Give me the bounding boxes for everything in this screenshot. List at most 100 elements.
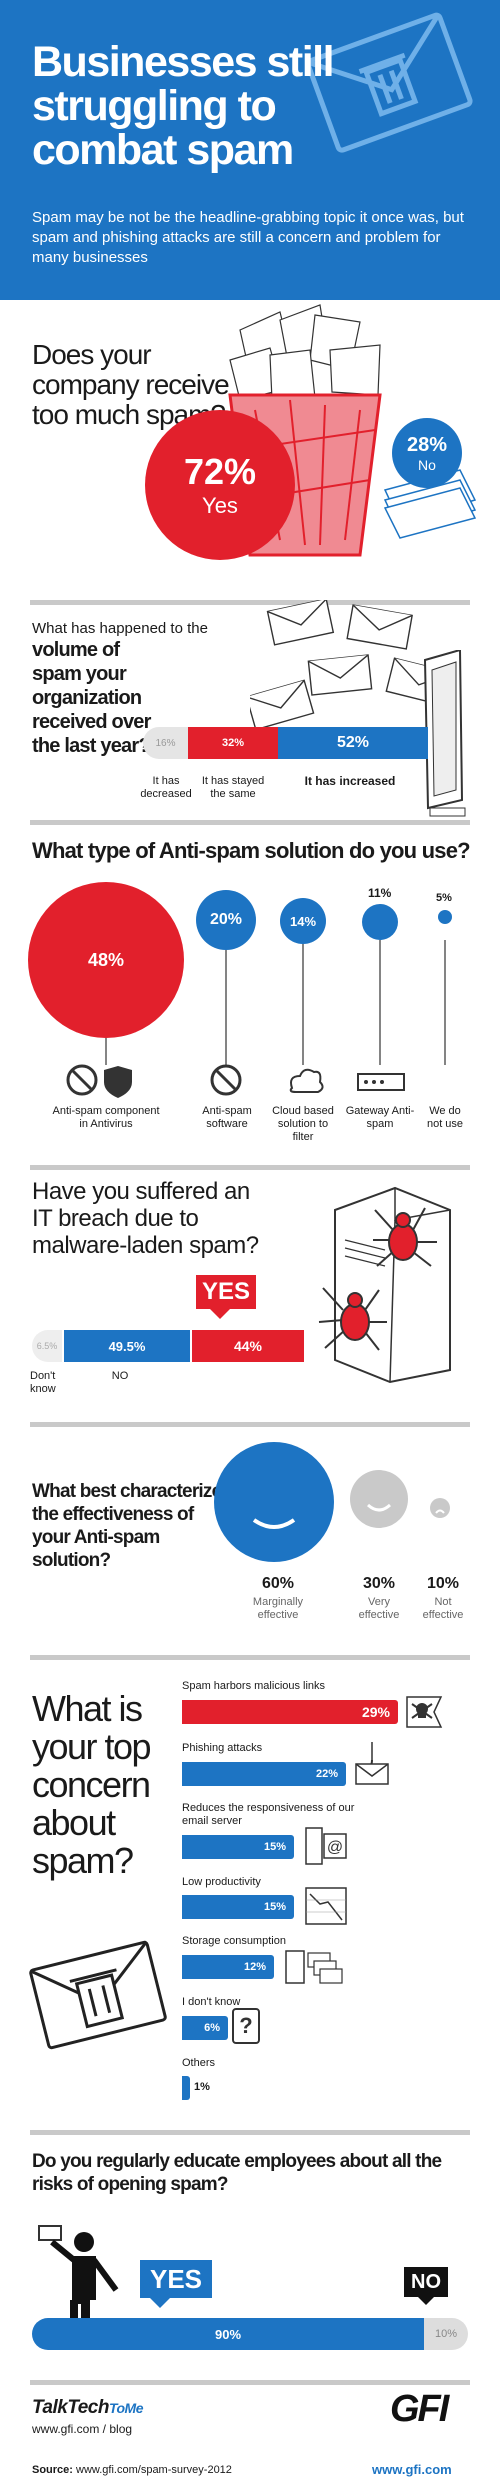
q5-question: What best characterizes the effectivenes…	[32, 1481, 232, 1571]
q7-no-bar: 10%	[424, 2318, 468, 2350]
q4-yes-badge: YES	[196, 1275, 256, 1309]
q6-bar-phishing: 22%	[182, 1762, 346, 1786]
footer-blog-link[interactable]: www.gfi.com / blog	[32, 2422, 133, 2436]
q6-question: What is your top concern about spam?	[32, 1688, 152, 1881]
footer-source: Source: www.gfi.com/spam-survey-2012	[32, 2464, 232, 2476]
frown-icon	[435, 1509, 445, 1514]
q6-label-others: Others	[182, 2057, 216, 2069]
q6-label-productivity: Low productivity	[182, 1876, 261, 1888]
source-label: Source:	[32, 2464, 73, 2476]
q7-yes-pointer	[150, 2298, 170, 2308]
q6-label-links: Spam harbors malicious links	[182, 1680, 326, 1692]
storage-icon	[285, 1950, 343, 1984]
q5-not-pct: 10%	[426, 1575, 460, 1592]
gfi-logo: GFI	[390, 2388, 449, 2430]
q6-pct-others: 1%	[194, 2081, 210, 2093]
monitor-icon	[423, 650, 466, 817]
q5-not-label: Not effective	[422, 1596, 464, 1621]
q7-question: Do you regularly educate employees about…	[32, 2151, 442, 2195]
q5-not-circle	[430, 1498, 450, 1518]
q6-label-dontknow: I don't know	[182, 1996, 241, 2008]
source-url[interactable]: www.gfi.com/spam-survey-2012	[76, 2464, 232, 2476]
q3-pct-gateway: 11%	[368, 886, 392, 900]
divider	[30, 1655, 470, 1660]
q1-yes-pct: 72%	[183, 451, 257, 492]
divider	[30, 1165, 470, 1170]
q7-no-badge: NO	[404, 2267, 448, 2297]
q2-same-bar: 32%	[188, 727, 278, 759]
page-title: Businesses still struggling to combat sp…	[32, 38, 335, 174]
q3-question: What type of Anti-spam solution do you u…	[32, 838, 471, 863]
q2-increased-bar: 52%	[278, 727, 428, 759]
divider	[30, 600, 470, 605]
q4-badge-pointer	[210, 1309, 230, 1319]
q6-bar-productivity: 15%	[182, 1895, 294, 1919]
presenter-icon	[38, 2225, 119, 2338]
brand-tome: ToMe	[108, 2400, 144, 2416]
infected-server-icon	[318, 1186, 451, 1384]
trash-mail-icon	[29, 1940, 167, 2050]
q6-bar-storage: 12%	[182, 1955, 274, 1979]
phishing-hook-icon	[355, 1742, 389, 1785]
q7-yes-bar: 90%	[32, 2318, 424, 2350]
q6-bar-responsiveness: 15%	[182, 1835, 294, 1859]
brand-talktech: TalkTech	[32, 2397, 109, 2418]
q1-yes-label: Yes	[202, 493, 238, 518]
q2-same-label: It has stayed the same	[201, 775, 265, 800]
q6-label-responsiveness: Reduces the responsiveness of our email …	[182, 1802, 355, 1827]
page-subtitle: Spam may be not be the headline-grabbing…	[32, 209, 464, 266]
q5-marginal-pct: 60%	[261, 1575, 295, 1592]
q1-no-pct: 28%	[406, 433, 448, 456]
svg-text:@: @	[327, 1839, 343, 1856]
q1-yes-circle: 72% Yes	[145, 410, 295, 560]
q3-label-software: Anti-spam software	[202, 1105, 252, 1130]
neutral-face-icon	[252, 1518, 296, 1529]
q3-label-none: We do not use	[426, 1105, 464, 1130]
header-banner: Businesses still struggling to combat sp…	[0, 0, 500, 300]
trash-envelope-icon	[305, 12, 473, 153]
divider	[30, 2130, 470, 2135]
email-server-icon: @	[305, 1827, 347, 1865]
q5-very-label: Very effective	[358, 1596, 400, 1621]
q3-circle-none	[438, 910, 452, 924]
q6-bar-others	[182, 2076, 190, 2100]
q4-yes-bar: 44%	[192, 1330, 304, 1362]
q5-very-pct: 30%	[362, 1575, 396, 1592]
q3-circle-gateway	[362, 904, 398, 940]
q4-no-bar: 49.5%	[64, 1330, 190, 1362]
q5-very-circle	[350, 1470, 408, 1528]
q1-question: Does your company receive too much spam?	[32, 339, 230, 430]
q2-question-b: volume of spam your organization receive…	[32, 639, 151, 757]
q2-increased-label: It has increased	[304, 774, 396, 788]
q5-marginal-label: Marginally effective	[252, 1596, 304, 1621]
q3-label-antivirus: Anti-spam component in Antivirus	[52, 1105, 160, 1130]
q2-decreased-bar: 16%	[143, 727, 188, 759]
q5-marginal-circle	[214, 1442, 334, 1562]
q6-label-phishing: Phishing attacks	[182, 1742, 263, 1754]
q2-decreased-label: It has decreased	[140, 775, 192, 800]
q7-yes-badge: YES	[140, 2260, 212, 2298]
q3-label-gateway: Gateway Anti-spam	[345, 1105, 415, 1130]
question-mark-icon: ?	[232, 2008, 260, 2044]
q4-dontknow-bar: 6.5%	[32, 1330, 62, 1362]
q3-circle-antivirus: 48%	[28, 882, 184, 1038]
q7-no-pointer	[418, 2297, 434, 2305]
q3-circle-cloud: 14%	[280, 898, 326, 944]
q2-question-a: What has happened to the	[32, 620, 208, 637]
q3-icons	[66, 940, 446, 1098]
divider	[30, 2380, 470, 2385]
divider	[30, 1422, 470, 1427]
q4-dontknow-label: Don't know	[30, 1370, 56, 1395]
q4-no-label: NO	[111, 1370, 129, 1382]
q6-label-storage: Storage consumption	[182, 1935, 286, 1947]
q6-bar-dontknow: 6%	[182, 2016, 228, 2040]
q3-label-cloud: Cloud based solution to filter	[272, 1105, 334, 1143]
footer-site-link[interactable]: www.gfi.com	[372, 2462, 452, 2477]
envelope-stack-icon	[383, 469, 477, 539]
q1-no-circle: 28% No	[392, 418, 462, 488]
q1-no-label: No	[418, 456, 436, 473]
declining-chart-icon	[305, 1887, 347, 1925]
divider	[30, 820, 470, 825]
q3-pct-none: 5%	[436, 892, 452, 904]
smile-icon	[366, 1503, 392, 1512]
